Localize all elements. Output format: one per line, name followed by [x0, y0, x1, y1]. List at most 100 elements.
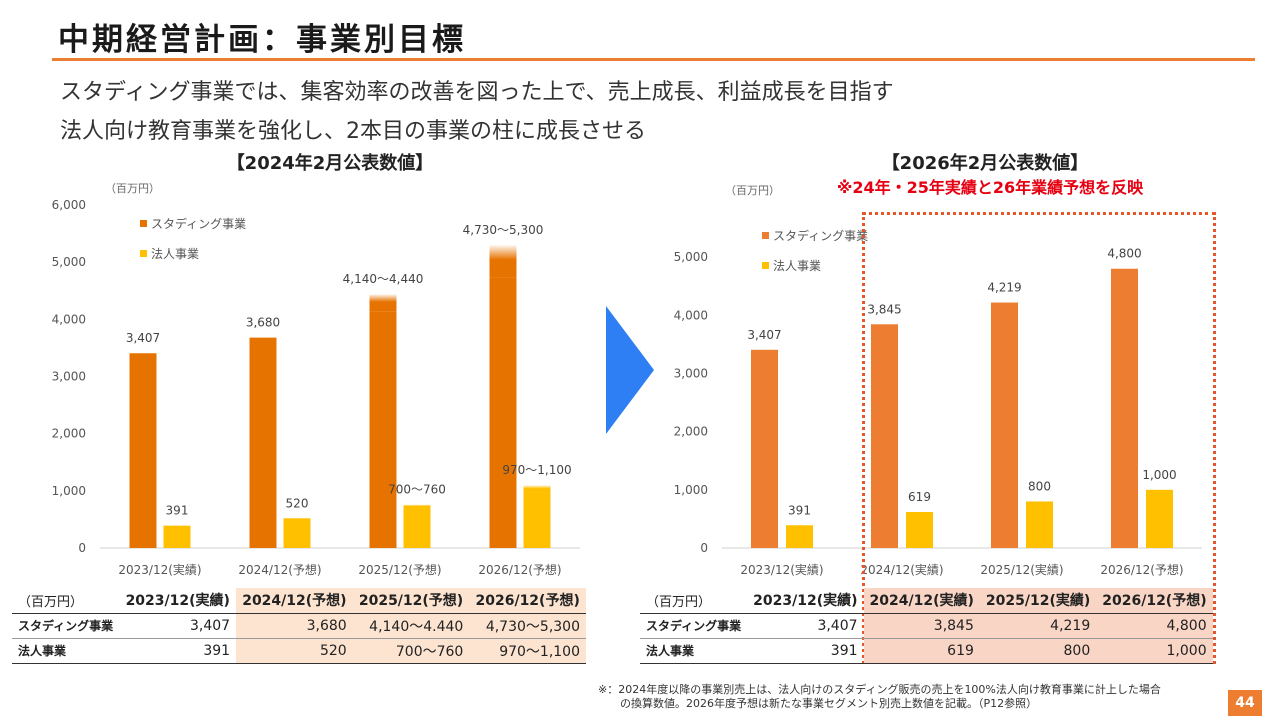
y-tick-label: 4,000	[674, 308, 708, 322]
right-data-table: （百万円） 2023/12(実績) 2024/12(実績) 2025/12(実績…	[640, 588, 1213, 664]
table-cell: 1,000	[1096, 638, 1213, 664]
table-header-cell: 2026/12(予想)	[1096, 588, 1213, 613]
y-tick-label: 2,000	[52, 427, 86, 441]
table-cell: 619	[863, 638, 980, 664]
table-cell: 4,140～4.440	[352, 612, 470, 639]
table-cell: 4,219	[979, 612, 1097, 639]
legend-label: スタディング事業	[773, 228, 868, 243]
table-cell: 700～760	[352, 638, 470, 664]
bar-range	[489, 245, 517, 278]
table-cell: 3,680	[236, 612, 353, 639]
y-tick-label: 0	[78, 541, 86, 555]
table-row-label: スタディング事業	[640, 612, 748, 639]
bar-range	[403, 504, 431, 508]
table-row: 法人事業 391 520 700～760 970～1,100	[12, 638, 586, 664]
x-tick-label: 2026/12(予想)	[1100, 562, 1183, 577]
bar	[906, 511, 933, 548]
bar-range	[523, 485, 551, 493]
table-cell: 4,730～5,300	[469, 612, 586, 639]
page-number: 44	[1228, 690, 1262, 716]
data-label: 700～760	[388, 483, 446, 497]
bar	[403, 507, 431, 548]
left-bar-chart: 0 1,000 2,000 3,000 4,000 5,000 6,000 （百万円） 3,40…	[52, 182, 580, 577]
table-row: 法人事業 391 619 800 1,000	[640, 638, 1213, 664]
y-unit-label: （百万円）	[725, 184, 780, 197]
y-tick-label: 0	[700, 541, 708, 555]
table-header-cell: 2026/12(予想)	[469, 588, 586, 613]
bar	[786, 525, 813, 548]
table-header-cell: 2025/12(予想)	[352, 588, 470, 613]
table-cell: 4,800	[1096, 612, 1213, 639]
y-tick-label: 6,000	[52, 198, 86, 212]
table-row-label: 法人事業	[12, 638, 120, 664]
bar	[871, 324, 898, 548]
data-label: 800	[1028, 479, 1051, 493]
data-label: 3,845	[867, 302, 901, 316]
table-cell: 391	[747, 638, 864, 664]
data-label: 3,407	[126, 331, 160, 345]
left-chart-title: 【2024年2月公表数値】	[226, 153, 434, 174]
table-cell: 970～1,100	[469, 638, 586, 664]
table-cell: 3,407	[747, 612, 864, 639]
bar	[1146, 489, 1173, 548]
lead-text-1: スタディング事業では、集客効率の改善を図った上で、売上成長、利益成長を目指す	[60, 80, 894, 105]
footnote-line: ※：2024年度以降の事業別売上は、法人向けのスタディング販売の売上を100%法…	[598, 683, 1161, 696]
bar	[369, 311, 397, 548]
footnote-line: の換算数値。2026年度予想は新たな事業セグメント別売上数値を記載。（P12参照…	[620, 697, 1038, 710]
x-tick-label: 2024/12(予想)	[238, 562, 321, 577]
right-chart-title: 【2026年2月公表数値】	[881, 153, 1089, 174]
data-label: 391	[788, 503, 811, 517]
bar	[129, 353, 157, 548]
data-label: 619	[908, 490, 931, 504]
data-label: 3,680	[246, 316, 280, 330]
y-unit-label: （百万円）	[105, 182, 160, 195]
table-row-label: 法人事業	[640, 638, 748, 664]
bar-range	[369, 294, 397, 312]
bar	[489, 277, 517, 548]
transition-arrow-icon	[606, 306, 654, 434]
table-row-label: スタディング事業	[12, 612, 120, 639]
bar	[1111, 268, 1138, 548]
x-tick-label: 2024/12(実績)	[860, 562, 943, 577]
footnote: ※：2024年度以降の事業別売上は、法人向けのスタディング販売の売上を100%法…	[598, 683, 1161, 711]
data-label: 4,140～4,440	[343, 272, 424, 286]
legend-label: 法人事業	[151, 247, 199, 261]
x-tick-label: 2023/12(実績)	[118, 562, 201, 577]
data-label: 4,800	[1107, 247, 1141, 261]
legend-swatch	[762, 232, 769, 239]
legend-swatch	[762, 262, 769, 269]
y-tick-label: 5,000	[52, 255, 86, 269]
y-tick-label: 3,000	[52, 370, 86, 384]
data-label: 4,730～5,300	[463, 223, 544, 237]
bar	[751, 349, 778, 548]
table-header-cell: 2025/12(実績)	[979, 588, 1097, 613]
y-tick-label: 4,000	[52, 312, 86, 326]
x-tick-label: 2025/12(実績)	[980, 562, 1063, 577]
legend-label: 法人事業	[773, 259, 821, 273]
table-cell: 520	[236, 638, 353, 664]
table-cell: 800	[979, 638, 1097, 664]
data-label: 3,407	[747, 328, 781, 342]
y-tick-label: 1,000	[674, 483, 708, 497]
legend-swatch	[140, 250, 147, 257]
table-unit-label: （百万円）	[646, 594, 712, 610]
data-label: 391	[166, 504, 189, 518]
table-header-cell: 2023/12(実績)	[125, 593, 230, 610]
slide-title: 中期経営計画：事業別目標	[58, 22, 466, 58]
y-tick-label: 3,000	[674, 366, 708, 380]
table-cell: 3,407	[119, 612, 237, 639]
table-header-cell: 2024/12(実績)	[863, 588, 980, 613]
left-data-table: （百万円） 2023/12(実績) 2024/12(予想) 2025/12(予想…	[12, 588, 586, 664]
data-label: 4,219	[987, 281, 1021, 295]
title-underline	[52, 58, 1255, 61]
bar	[523, 492, 551, 548]
table-header-cell: 2024/12(予想)	[236, 588, 353, 613]
table-cell: 3,845	[863, 612, 980, 639]
x-tick-label: 2026/12(予想)	[478, 562, 561, 577]
table-header-row: （百万円） 2023/12(実績) 2024/12(実績) 2025/12(実績…	[640, 588, 1213, 613]
x-tick-label: 2025/12(予想)	[358, 562, 441, 577]
table-header-cell: 2023/12(実績)	[753, 593, 858, 610]
right-chart-note: ※24年・25年実績と26年業績予想を反映	[836, 178, 1144, 197]
bar	[163, 525, 191, 548]
y-tick-label: 2,000	[674, 425, 708, 439]
